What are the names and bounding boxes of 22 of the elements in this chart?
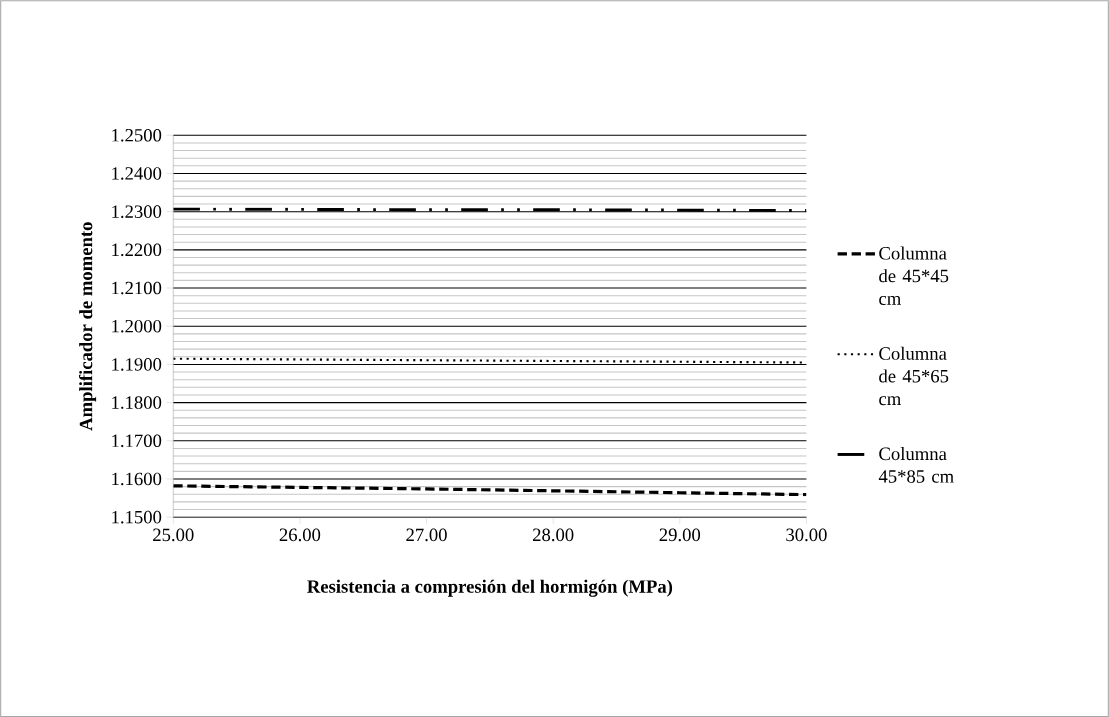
y-tick-label: 1.1600 xyxy=(112,472,162,486)
x-tick-label: 30.00 xyxy=(786,528,827,542)
y-axis-title: Amplificador de momento xyxy=(78,222,97,431)
y-tick-label: 1.1800 xyxy=(112,396,162,409)
y-tick-label: 1.1900 xyxy=(112,358,162,371)
y-tick-label: 1.2000 xyxy=(112,319,162,333)
x-tick-label: 25.00 xyxy=(153,528,194,542)
legend-label: Columna 45*85 cm xyxy=(878,446,954,483)
x-tick-label: 29.00 xyxy=(659,528,701,542)
y-tick-label: 1.2200 xyxy=(112,243,162,257)
x-axis-title: Resistencia a compresión del hormigón (MPa) xyxy=(307,579,673,597)
legend-label: Columna de 45*45 cm xyxy=(879,246,949,305)
x-tick-label: 28.00 xyxy=(532,528,574,542)
y-tick-label: 1.1500 xyxy=(112,510,162,524)
y-tick-label: 1.2400 xyxy=(112,167,162,180)
y-tick-label: 1.1700 xyxy=(112,434,162,448)
x-tick-label: 27.00 xyxy=(406,528,447,542)
legend-label: Columna de 45*65 cm xyxy=(879,346,949,406)
y-tick-label: 1.2300 xyxy=(112,205,162,218)
x-tick-label: 26.00 xyxy=(279,528,321,542)
y-tick-label: 1.2500 xyxy=(112,128,162,142)
y-tick-label: 1.2100 xyxy=(112,281,162,295)
